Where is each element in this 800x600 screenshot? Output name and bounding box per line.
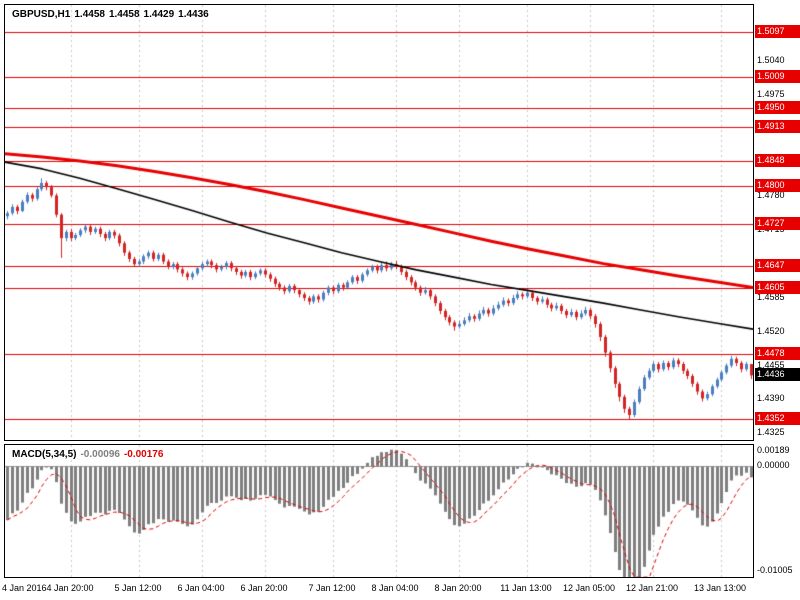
price-tick-label: 1.4780 bbox=[757, 190, 785, 201]
price-level-badge: 1.4913 bbox=[755, 120, 800, 134]
time-label: 8 Jan 04:00 bbox=[371, 583, 419, 593]
ohlc-close: 1.4436 bbox=[178, 9, 209, 20]
time-label: 12 Jan 21:00 bbox=[625, 583, 679, 593]
time-axis[interactable]: 4 Jan 2016 4 Jan 20:00 5 Jan 12:00 6 Jan 04… bbox=[0, 581, 800, 598]
price-level-badge: 1.4848 bbox=[755, 154, 800, 168]
price-level-badge: 1.4727 bbox=[755, 217, 800, 231]
macd-tick-label: -0.01005 bbox=[757, 565, 793, 575]
main-chart-pane: GBPUSD,H1 1.4458 1.4458 1.4429 1.4436 bbox=[4, 4, 754, 441]
ohlc-high: 1.4458 bbox=[108, 9, 140, 20]
time-label: 13 Jan 13:00 bbox=[693, 583, 747, 593]
price-level-badge: 1.4478 bbox=[755, 346, 800, 360]
chart-title: GBPUSD,H1 1.4458 1.4458 1.4429 1.4436 bbox=[12, 9, 213, 20]
macd-tick-label: 0.00189 bbox=[757, 445, 790, 455]
price-tick-label: 1.4975 bbox=[757, 89, 785, 100]
symbol-label: GBPUSD,H1 bbox=[12, 9, 71, 20]
price-tick-label: 1.4325 bbox=[757, 427, 785, 438]
macd-value-axis[interactable]: 0.00189 0.00000 -0.01005 bbox=[755, 444, 800, 578]
time-label: 5 Jan 12:00 bbox=[114, 583, 162, 593]
macd-tick-label: 0.00000 bbox=[757, 459, 790, 470]
price-tick-label: 1.4520 bbox=[757, 325, 785, 336]
price-tick-label: 1.4585 bbox=[757, 291, 785, 302]
price-level-badge: 1.4605 bbox=[755, 280, 800, 294]
time-label: 8 Jan 20:00 bbox=[434, 583, 482, 593]
time-label: 7 Jan 12:00 bbox=[308, 583, 356, 593]
price-axis[interactable]: 1.50401.49751.47801.47151.45851.45201.44… bbox=[755, 4, 800, 441]
macd-label: MACD(5,34,5) bbox=[12, 449, 77, 460]
price-level-badge: 1.5009 bbox=[755, 70, 800, 84]
ohlc-low: 1.4429 bbox=[143, 9, 175, 20]
time-label: 4 Jan 20:00 bbox=[46, 583, 94, 593]
time-label: 6 Jan 04:00 bbox=[177, 583, 225, 593]
price-level-badge: 1.4800 bbox=[755, 179, 800, 193]
time-label: 12 Jan 05:00 bbox=[562, 583, 616, 593]
price-level-badge: 1.4352 bbox=[755, 412, 800, 426]
macd-title: MACD(5,34,5) -0.00096 -0.00176 bbox=[12, 449, 167, 460]
current-price-badge: 1.4436 bbox=[755, 368, 800, 382]
macd-value: -0.00096 bbox=[80, 449, 120, 460]
macd-signal-value: -0.00176 bbox=[123, 449, 164, 460]
price-tick-label: 1.4455 bbox=[757, 359, 785, 370]
macd-canvas[interactable] bbox=[5, 445, 753, 577]
price-chart-canvas[interactable] bbox=[5, 5, 753, 440]
macd-pane: MACD(5,34,5) -0.00096 -0.00176 bbox=[4, 444, 754, 578]
time-label: 11 Jan 13:00 bbox=[500, 583, 552, 593]
price-level-badge: 1.4647 bbox=[755, 258, 800, 272]
ohlc-open: 1.4458 bbox=[74, 9, 105, 20]
time-label: 6 Jan 20:00 bbox=[240, 583, 288, 593]
price-tick-label: 1.4390 bbox=[757, 393, 785, 404]
price-tick-label: 1.5040 bbox=[757, 55, 785, 66]
time-label: 4 Jan 2016 bbox=[2, 583, 47, 593]
price-level-badge: 1.5097 bbox=[755, 24, 800, 38]
price-level-badge: 1.4950 bbox=[755, 101, 800, 115]
